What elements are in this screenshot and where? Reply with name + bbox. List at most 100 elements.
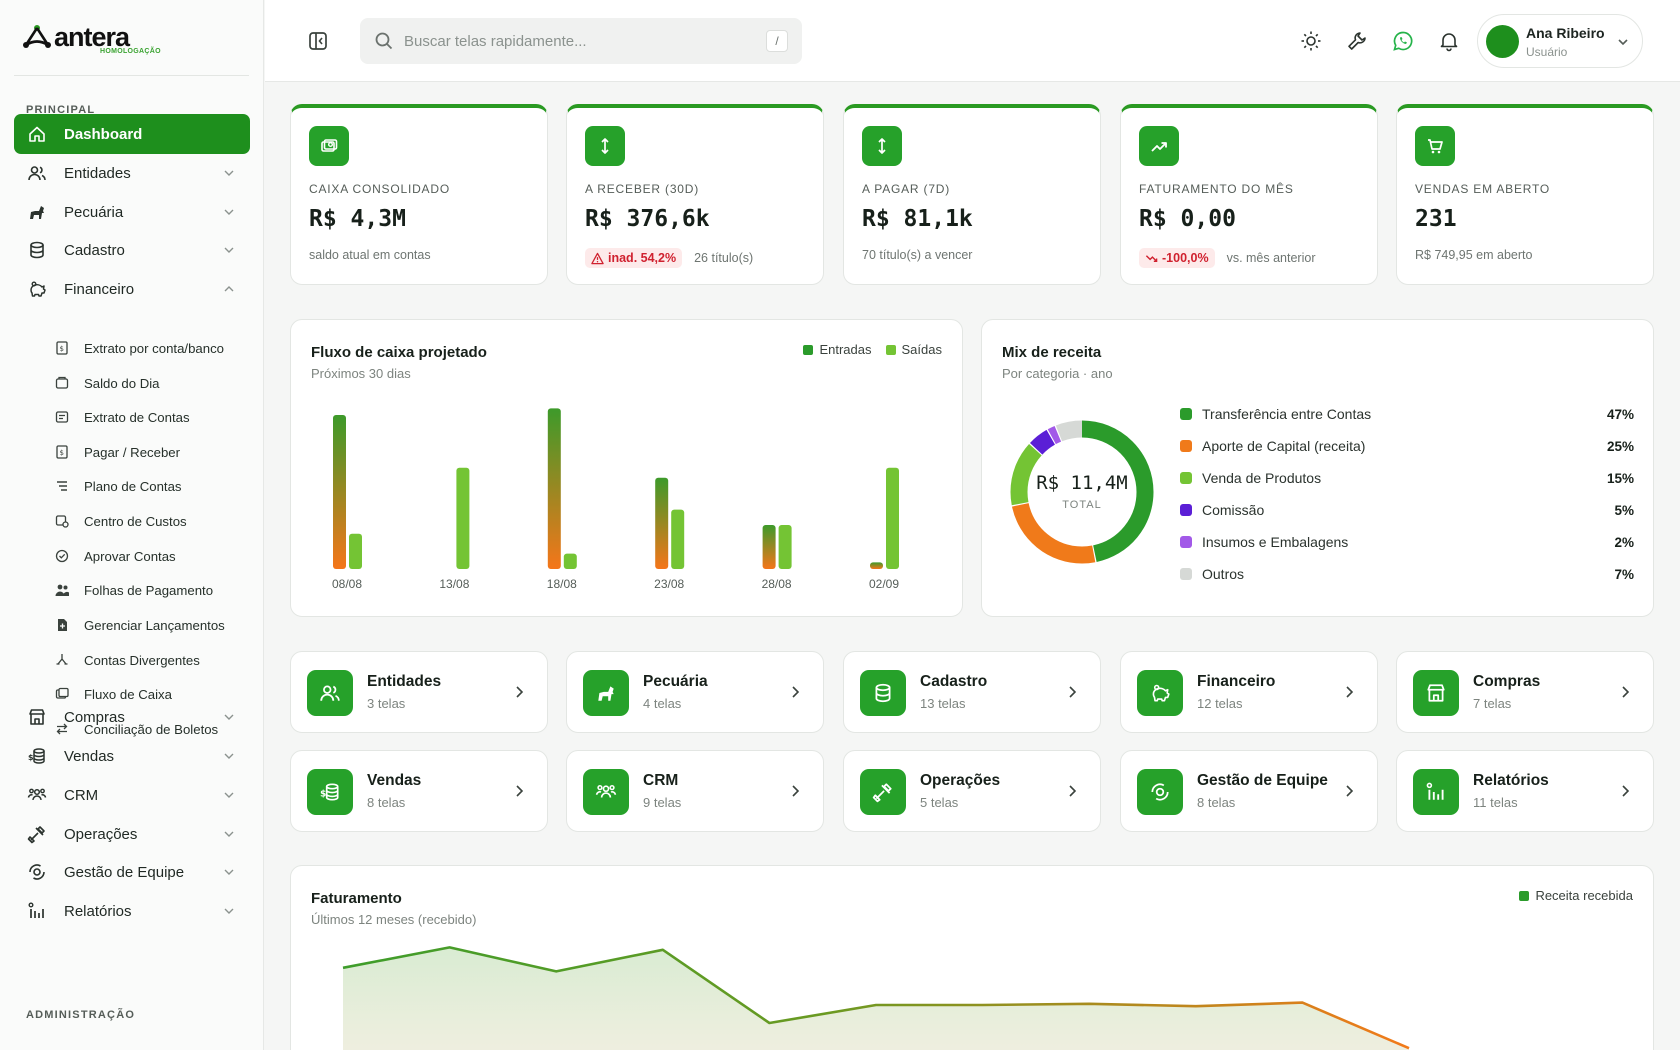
module-card-pecuária[interactable]: Pecuária 4 telas [566, 651, 824, 733]
sidebar-item-gestão-de-equipe[interactable]: Gestão de Equipe [14, 852, 250, 892]
chevron-down-icon [224, 908, 234, 914]
kpi-card[interactable]: CAIXA CONSOLIDADO R$ 4,3M saldo atual em… [290, 104, 548, 285]
sidebar-toggle-icon[interactable] [307, 30, 329, 52]
sidebar-subitem-label: Folhas de Pagamento [84, 582, 214, 598]
sidebar-subitem[interactable]: $ Pagar / Receber [54, 438, 180, 466]
kpi-card[interactable]: A PAGAR (7D) R$ 81,1k 70 título(s) a ven… [843, 104, 1101, 285]
bar-saidas[interactable] [671, 509, 685, 569]
sidebar-item-financeiro[interactable]: Financeiro [14, 269, 250, 309]
sidebar-subitem[interactable]: Extrato de Contas [54, 403, 190, 431]
kpi-card[interactable]: FATURAMENTO DO MÊS R$ 0,00 -100,0% vs. mê… [1120, 104, 1378, 285]
module-title: CRM [643, 772, 679, 789]
sidebar-item-relatórios[interactable]: Relatórios [14, 891, 250, 931]
bar-entradas[interactable] [547, 408, 561, 569]
kpi-label: CAIXA CONSOLIDADO [309, 182, 450, 196]
bar-saidas[interactable] [563, 553, 577, 569]
report-icon [1426, 782, 1444, 800]
kpi-card[interactable]: A RECEBER (30D) R$ 376,6k inad. 54,2% 26 … [566, 104, 824, 285]
module-title: Entidades [367, 673, 442, 690]
chevron-down-icon [224, 753, 234, 759]
logo[interactable]: antera HOMOLOGAÇÃO [14, 0, 249, 76]
sidebar-subitem[interactable]: Conciliação de Boletos [54, 715, 218, 743]
module-card-crm[interactable]: CRM 9 telas [566, 750, 824, 832]
module-card-entidades[interactable]: Entidades 3 telas [290, 651, 548, 733]
sidebar-item-operações[interactable]: Operações [14, 814, 250, 854]
module-card-relatórios[interactable]: Relatórios 11 telas [1396, 750, 1654, 832]
module-card-compras[interactable]: Compras 7 telas [1396, 651, 1654, 733]
kpi-icon-box [1139, 126, 1179, 166]
bar-entradas[interactable] [762, 525, 776, 569]
tools-icon [27, 826, 45, 844]
sidebar-item-entidades[interactable]: Entidades [14, 153, 250, 193]
sidebar-subitem[interactable]: Centro de Custos [54, 507, 187, 535]
module-subtitle: 9 telas [643, 795, 682, 810]
cashflow-subtitle: Próximos 30 dias [311, 366, 411, 381]
module-card-vendas[interactable]: $ Vendas 8 telas [290, 750, 548, 832]
file-plus-icon [58, 619, 67, 631]
user-menu[interactable]: Ana Ribeiro Usuário [1477, 14, 1643, 68]
statement-icon [55, 411, 69, 423]
bar-saidas[interactable] [349, 533, 362, 569]
coins-icon: $ [28, 748, 45, 764]
sidebar-subitem[interactable]: Folhas de Pagamento [54, 576, 213, 604]
module-subtitle: 5 telas [920, 795, 959, 810]
kpi-card[interactable]: VENDAS EM ABERTO 231 R$ 749,95 em aberto [1396, 104, 1654, 285]
sun-icon[interactable] [1300, 30, 1322, 52]
donut-slice[interactable] [1010, 420, 1154, 564]
bell-icon[interactable] [1438, 30, 1460, 52]
kpi-label: A RECEBER (30D) [585, 182, 700, 196]
mix-row-pct: 5% [1614, 502, 1634, 518]
bar-saidas[interactable] [886, 467, 899, 569]
sidebar-item-vendas[interactable]: $ Vendas [14, 736, 250, 776]
chevron-right-icon [516, 785, 524, 797]
chevron-right-icon [792, 686, 800, 698]
sidebar-subitem[interactable]: Contas Divergentes [54, 646, 200, 674]
module-card-financeiro[interactable]: Financeiro 12 telas [1120, 651, 1378, 733]
bar-entradas[interactable] [870, 562, 883, 569]
sidebar-item-label: Vendas [64, 747, 115, 765]
check-circle-icon [55, 549, 69, 563]
module-title: Relatórios [1473, 772, 1549, 789]
sidebar-subitem[interactable]: Aprovar Contas [54, 542, 176, 570]
sidebar-subitem[interactable]: $ Extrato por conta/banco [54, 334, 224, 362]
search-input[interactable]: Buscar telas rapidamente... / [360, 18, 802, 64]
sidebar-subitem[interactable]: Gerenciar Lançamentos [54, 611, 225, 639]
bar-saidas[interactable] [778, 525, 792, 569]
sidebar-item-dashboard[interactable]: Dashboard [14, 114, 250, 154]
users-icon [320, 685, 340, 701]
sidebar-subitem[interactable]: Fluxo de Caixa [54, 680, 172, 708]
donut-slice[interactable] [1010, 420, 1154, 564]
wrench-icon[interactable] [1346, 30, 1368, 52]
sidebar-item-label: Gestão de Equipe [64, 863, 185, 881]
sidebar-subitem[interactable]: Saldo do Dia [54, 369, 160, 397]
sidebar-item-crm[interactable]: CRM [14, 775, 250, 815]
revenue-line[interactable] [342, 946, 1410, 1050]
revenue-area [343, 947, 1409, 1050]
module-card-cadastro[interactable]: Cadastro 13 telas [843, 651, 1101, 733]
sidebar-subitem-label: Gerenciar Lançamentos [84, 617, 225, 633]
bar-entradas[interactable] [655, 477, 669, 569]
sidebar-item-pecuária[interactable]: Pecuária [14, 192, 250, 232]
x-tick-label: 02/09 [869, 577, 899, 591]
kpi-note: -100,0% vs. mês anterior [1139, 248, 1315, 268]
arrows-vertical-icon [601, 138, 609, 154]
kpi-label: FATURAMENTO DO MÊS [1139, 182, 1294, 196]
database-icon [875, 683, 891, 703]
module-card-operações[interactable]: Operações 5 telas [843, 750, 1101, 832]
sidebar-item-label: Operações [64, 825, 138, 843]
cashflow-title: Fluxo de caixa projetado [311, 344, 487, 361]
donut-slice[interactable] [1010, 420, 1154, 564]
legend-swatch [1180, 536, 1192, 548]
module-card-gestão-de-equipe[interactable]: Gestão de Equipe 8 telas [1120, 750, 1378, 832]
chevron-down-icon [224, 170, 234, 176]
sidebar-subitem-label: Contas Divergentes [84, 652, 200, 668]
sidebar-subitem[interactable]: Plano de Contas [54, 472, 182, 500]
sidebar-item-compras[interactable]: Compras [14, 697, 250, 737]
mix-panel: Mix de receita Por categoria · ano R$ 11… [981, 319, 1654, 617]
module-icon-box: $ [307, 769, 353, 815]
bar-entradas[interactable] [333, 415, 346, 569]
sidebar-item-cadastro[interactable]: Cadastro [14, 230, 250, 270]
bar-saidas[interactable] [456, 467, 470, 569]
whatsapp-icon[interactable] [1392, 30, 1414, 52]
module-subtitle: 8 telas [367, 795, 406, 810]
